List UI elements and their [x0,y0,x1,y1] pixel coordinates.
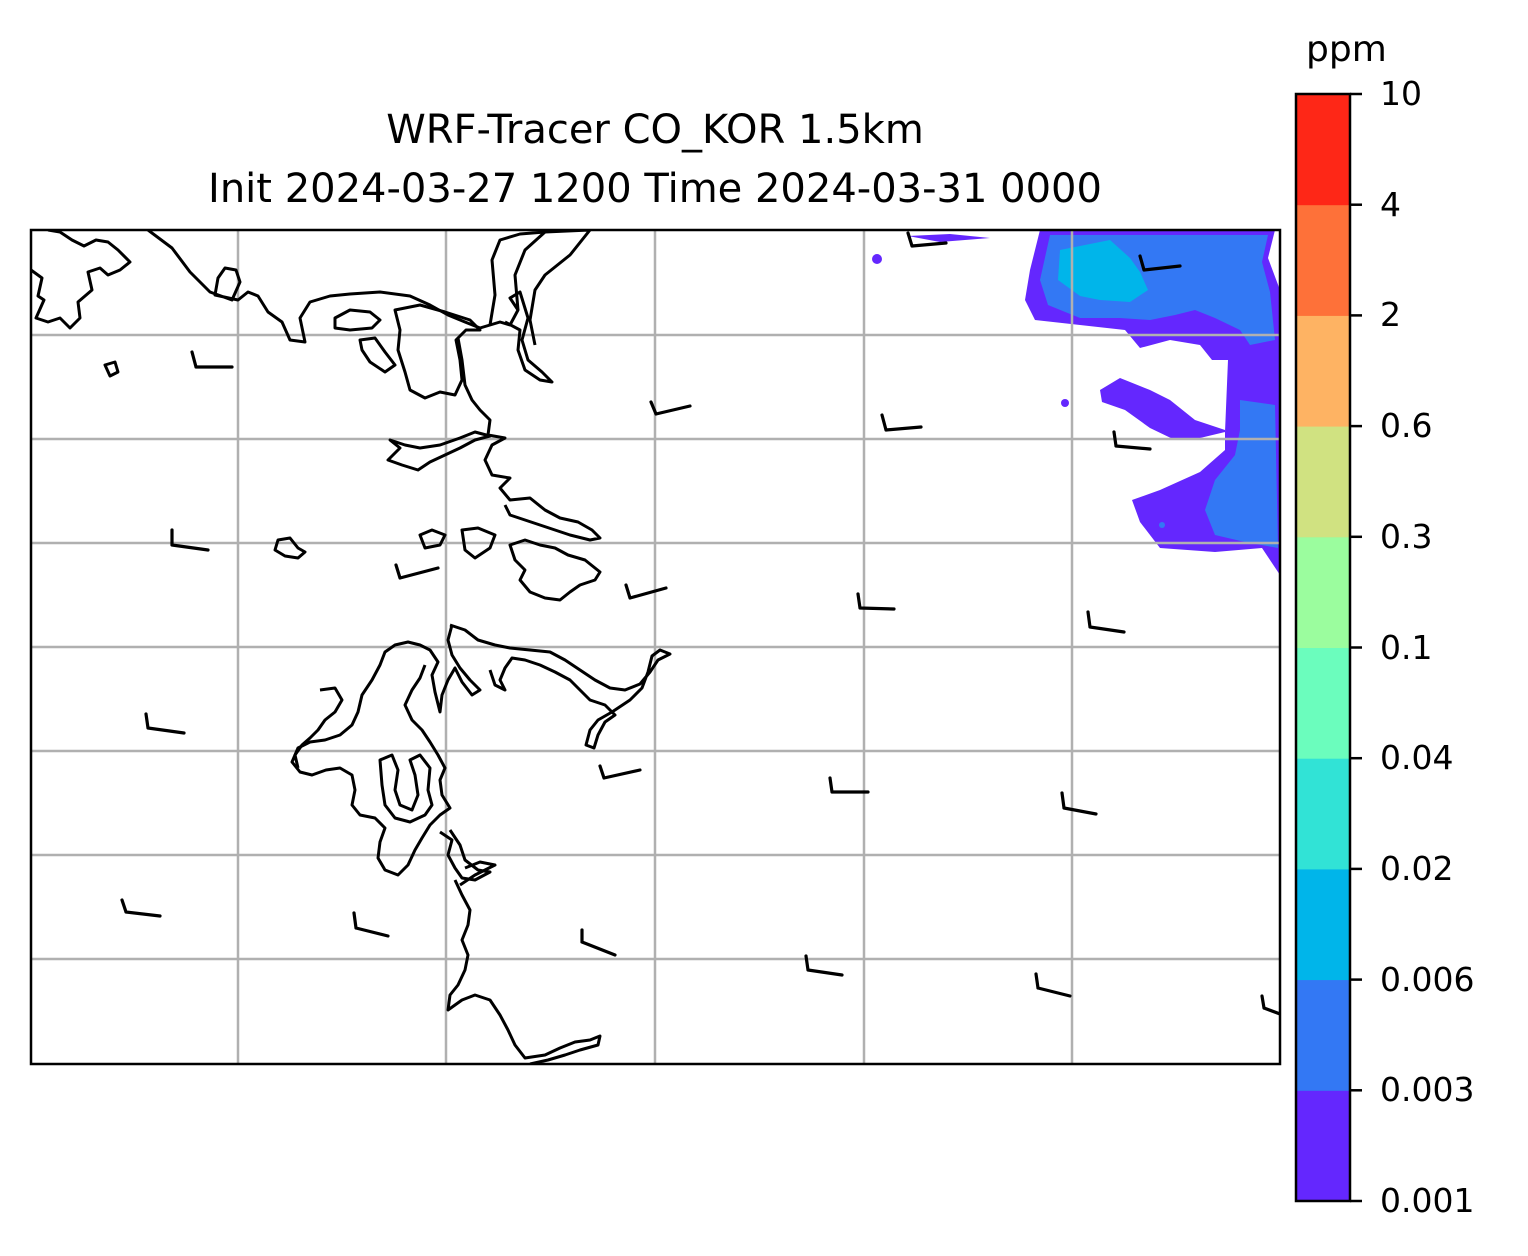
wind-barb [1260,994,1280,1016]
colorbar-tick-label: 0.3 [1380,516,1433,556]
wind-barb [580,928,617,957]
wind-barb [1138,254,1182,272]
colorbar-tick-label: 0.003 [1380,1070,1475,1110]
plume-level-0.003 [1040,235,1278,548]
wind-barb [804,954,844,977]
colorbar-tick-label: 10 [1380,74,1422,113]
colorbar-segment [1296,979,1350,1091]
wind-barb [170,528,210,552]
colorbar-segment [1296,315,1350,427]
wind-barb [1086,610,1126,634]
map-frame [29,228,1282,1066]
colorbar-unit-label: ppm [1306,29,1387,70]
coastlines [31,230,672,1064]
wind-barb [880,413,923,432]
colorbar-segment [1296,204,1350,316]
wind-barb [1034,972,1072,998]
map-title-line1: WRF-Tracer CO_KOR 1.5km [386,107,924,153]
plume-speck [872,254,882,264]
wind-barb [1060,791,1098,816]
wind-barb [856,592,896,611]
colorbar-tick-label: 0.6 [1380,406,1433,446]
map-title-line2: Init 2024-03-27 1200 Time 2024-03-31 000… [208,166,1102,212]
colorbar-tick-label: 0.001 [1380,1181,1475,1220]
wind-barb [1112,430,1152,451]
colorbar-segment [1296,758,1350,870]
plume-level-0.006 [1058,240,1148,302]
colorbar-segment [1296,94,1350,206]
tracer-plume [872,230,1280,575]
wind-barb [190,350,234,369]
wind-barb [144,712,186,735]
wind-barb [906,231,948,248]
wind-barbs [120,231,1280,1016]
colorbar-tick-label: 0.02 [1380,848,1454,888]
colorbar-segment [1296,868,1350,981]
plume-speck [1159,522,1165,528]
colorbar-tick-label: 0.006 [1380,959,1475,999]
plume-level-0.001 [908,230,1280,575]
gridlines [31,230,1280,1064]
wind-barb [649,400,692,416]
wind-barb [352,911,390,938]
colorbar-tick-label: 0.04 [1380,738,1454,778]
colorbar-segment [1296,1090,1350,1202]
wind-barb [828,776,870,794]
plume-speck [1061,399,1069,407]
colorbar [1294,92,1362,1203]
wind-barb [624,583,668,600]
wind-barb [394,563,440,580]
colorbar-segment [1296,536,1350,648]
wind-barb [598,764,642,780]
colorbar-tick-label: 4 [1380,184,1401,224]
colorbar-tick-label: 2 [1380,295,1401,335]
colorbar-tick-label: 0.1 [1380,627,1433,667]
colorbar-segment [1296,647,1350,759]
colorbar-segment [1296,426,1350,538]
wind-barb [120,898,162,918]
